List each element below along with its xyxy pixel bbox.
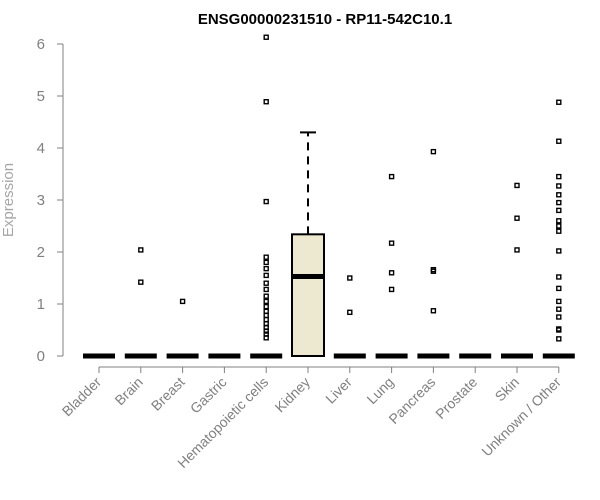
outlier-point: [556, 192, 562, 198]
outlier-point: [263, 308, 269, 314]
outlier-point: [388, 240, 395, 246]
outlier-point: [556, 99, 562, 105]
outlier-point: [556, 274, 562, 280]
outlier-point: [556, 298, 562, 305]
outlier-point: [263, 321, 269, 327]
y-axis-label: Expression: [0, 163, 17, 237]
y-tick-label: 3: [37, 192, 45, 209]
outlier-point: [263, 272, 269, 279]
outlier-point: [514, 182, 520, 189]
outlier-point: [263, 316, 269, 323]
outlier-point: [514, 215, 520, 221]
outlier-point: [263, 254, 269, 260]
box-kidney: [291, 131, 325, 358]
x-tick-label: Kidney: [272, 374, 314, 416]
y-tick-label: 0: [37, 348, 45, 365]
outlier-point: [263, 331, 269, 337]
x-tick-label: Unknown / Other: [478, 374, 564, 460]
box-unknown-other: [542, 99, 575, 359]
y-tick-label: 2: [37, 244, 45, 261]
outlier-point: [556, 306, 562, 312]
y-tick-label: 5: [37, 88, 45, 105]
outlier-point: [263, 280, 269, 286]
outlier-point: [263, 286, 269, 293]
outlier-point: [263, 312, 269, 319]
outlier-point: [347, 275, 353, 281]
outlier-point: [138, 279, 144, 285]
outlier-point: [556, 199, 562, 206]
outlier-point: [556, 228, 562, 234]
outlier-point: [263, 34, 269, 40]
x-tick-label: Brain: [111, 374, 145, 408]
box-liver: [333, 275, 366, 359]
outlier-point: [430, 308, 437, 314]
outlier-point: [263, 303, 269, 310]
outlier-point: [430, 266, 437, 273]
box-skin: [501, 182, 533, 359]
outlier-point: [388, 286, 395, 293]
outlier-point: [263, 298, 269, 305]
outlier-point: [263, 198, 269, 205]
outlier-point: [263, 293, 269, 299]
outlier-point: [138, 247, 144, 253]
outlier-point: [556, 326, 562, 332]
outlier-point: [263, 265, 269, 272]
chart-title: ENSG00000231510 - RP11-542C10.1: [198, 11, 452, 28]
outlier-point: [556, 223, 562, 229]
x-tick-label: Prostate: [432, 374, 480, 422]
outlier-point: [430, 148, 437, 155]
y-axis: 0 1 2 3 4 5 6: [37, 36, 64, 365]
outlier-point: [556, 285, 562, 292]
x-tick-label: Lung: [363, 374, 396, 407]
outlier-point: [179, 298, 186, 305]
y-tick-label: 6: [37, 36, 45, 53]
outlier-point: [556, 207, 562, 214]
box-series: [83, 34, 575, 359]
outlier-point: [388, 270, 395, 276]
x-tick-label: Breast: [148, 374, 188, 414]
outlier-point: [514, 247, 520, 253]
outlier-point: [263, 99, 269, 105]
y-tick-label: 4: [37, 140, 45, 157]
y-tick-label: 1: [37, 296, 45, 313]
x-tick-label: Liver: [322, 374, 355, 407]
outlier-point: [347, 309, 353, 316]
outlier-point: [556, 248, 562, 254]
box-pancreas: [417, 148, 450, 359]
outlier-point: [556, 173, 562, 180]
outlier-point: [556, 336, 562, 342]
box-hematopoietic-cells: [250, 34, 283, 359]
outlier-point: [263, 259, 269, 266]
box-lung: [375, 173, 408, 359]
x-tick-label: Bladder: [59, 374, 105, 420]
outlier-point: [556, 314, 562, 320]
outlier-point: [556, 183, 562, 189]
outlier-point: [556, 218, 562, 224]
outlier-point: [388, 173, 395, 180]
box-brain: [124, 247, 157, 359]
outlier-point: [556, 138, 562, 144]
box-breast: [166, 298, 199, 359]
box-iqr: [291, 233, 325, 358]
x-tick-label: Skin: [492, 374, 523, 405]
